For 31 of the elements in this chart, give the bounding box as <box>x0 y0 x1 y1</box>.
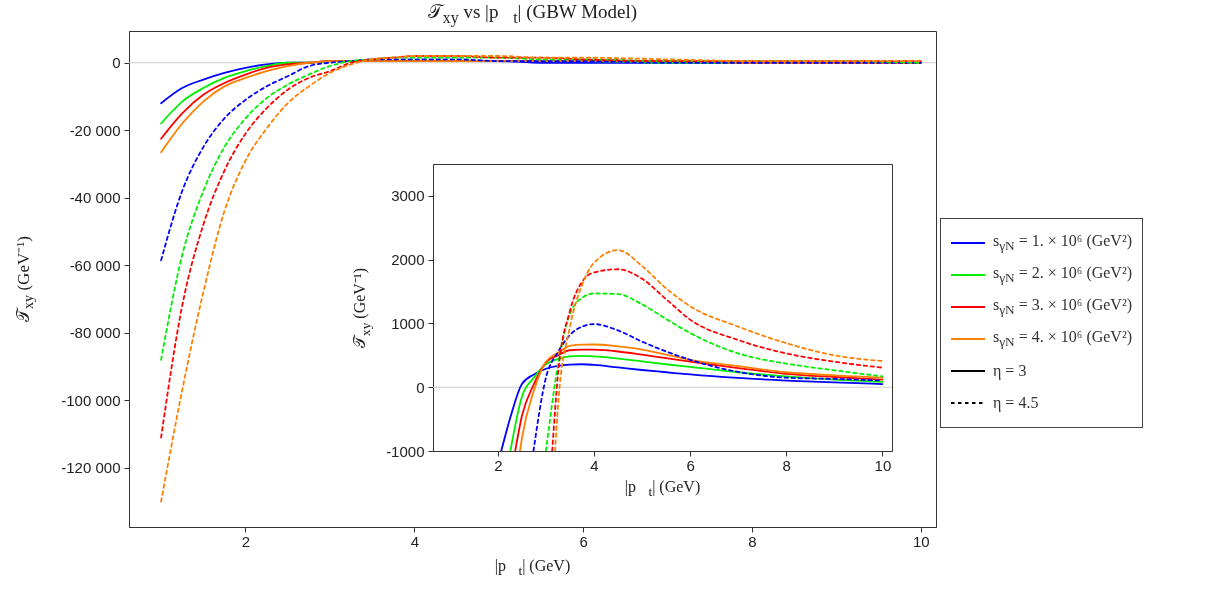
y-tick-label: -80 000 <box>69 324 121 342</box>
x-tick-label: 10 <box>874 456 892 474</box>
chart-title: 𝒯$_{xy}$ vs |p⃗$_{t}$| (GBW Model) <box>426 1 639 27</box>
x-tick-label: 10 <box>912 532 930 550</box>
legend-label: η = 3 <box>993 362 1027 380</box>
y-tick-label: -100 000 <box>61 391 121 409</box>
x-tick-label: 2 <box>494 456 503 474</box>
legend-label: η = 4.5 <box>993 394 1039 412</box>
x-tick-label: 8 <box>748 532 757 550</box>
legend-label: s$_{γN}$ = 1. × 10⁶ (GeV²) <box>993 231 1133 255</box>
legend-label: s$_{γN}$ = 3. × 10⁶ (GeV²) <box>993 295 1133 319</box>
y-tick-label: 0 <box>416 378 425 396</box>
x-tick-label: 2 <box>241 532 251 550</box>
y-tick-label: 3000 <box>391 187 425 205</box>
x-tick-label: 4 <box>410 532 419 550</box>
y-tick-label: -1000 <box>386 442 425 460</box>
legend-label: s$_{γN}$ = 2. × 10⁶ (GeV²) <box>993 263 1133 287</box>
legend-label: s$_{γN}$ = 4. × 10⁶ (GeV²) <box>993 327 1133 351</box>
x-axis-title: |p⃗$_{t}$| (GeV) <box>493 557 572 580</box>
y-tick-label: -40 000 <box>69 189 121 207</box>
y-tick-label: 1000 <box>391 314 425 332</box>
y-tick-label: 2000 <box>391 251 425 269</box>
x-tick-label: 6 <box>579 532 588 550</box>
x-tick-label: 8 <box>782 456 791 474</box>
y-tick-label: 0 <box>112 54 121 72</box>
x-axis-title: |p⃗$_{t}$| (GeV) <box>623 478 702 501</box>
y-tick-label: -60 000 <box>69 256 121 274</box>
x-tick-label: 6 <box>686 456 695 474</box>
y-tick-label: -120 000 <box>61 459 121 477</box>
y-tick-label: -20 000 <box>69 121 121 139</box>
x-tick-label: 4 <box>590 456 599 474</box>
